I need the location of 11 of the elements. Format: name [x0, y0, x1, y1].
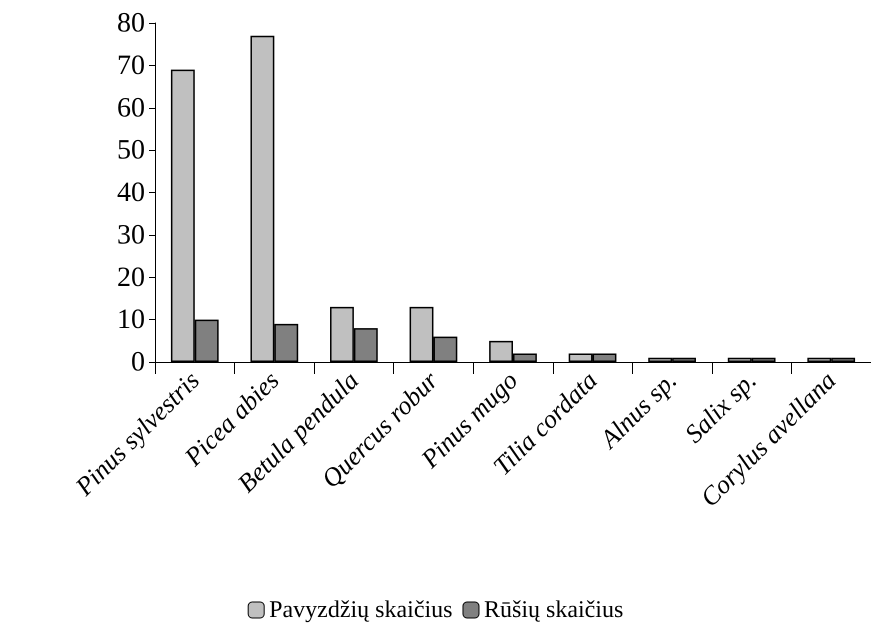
y-tick-label: 10	[117, 304, 145, 336]
legend-label: Rūšių skaičius	[484, 597, 624, 623]
legend-label: Pavyzdžių skaičius	[269, 597, 452, 623]
y-tick-label: 70	[117, 50, 145, 81]
y-tick-label: 80	[117, 8, 145, 38]
y-tick-label: 60	[117, 92, 145, 124]
y-tick-label: 30	[117, 219, 145, 250]
y-tick-label: 20	[117, 262, 145, 293]
y-tick-label: 0	[131, 346, 145, 378]
y-tick-label: 40	[117, 177, 145, 208]
y-tick-label: 50	[117, 134, 145, 166]
